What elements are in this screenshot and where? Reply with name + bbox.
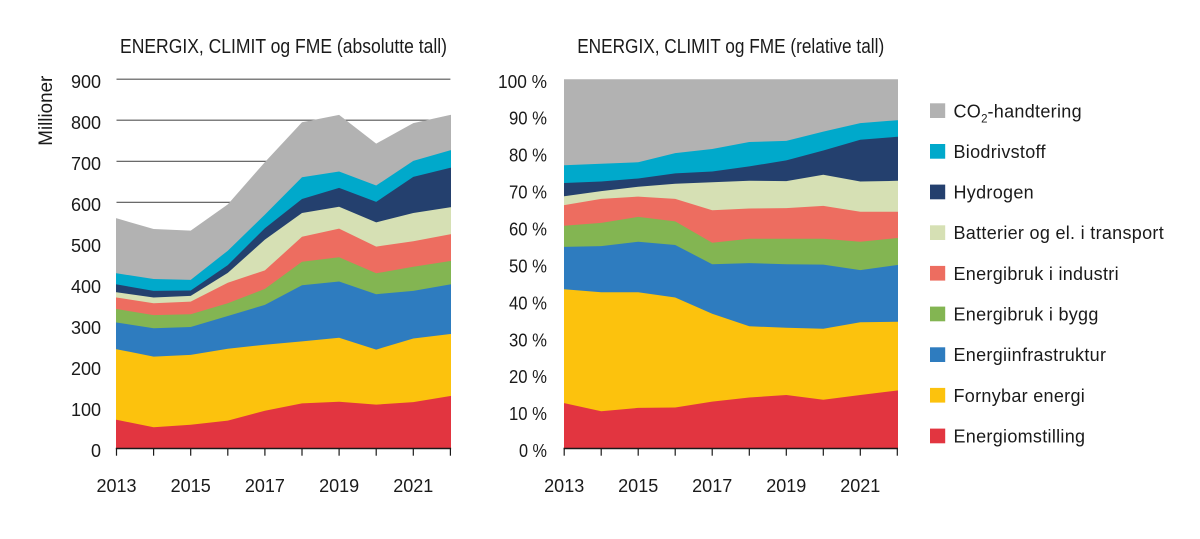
svg-text:600: 600 [71,195,101,215]
svg-text:20 %: 20 % [509,367,547,387]
svg-text:Millioner: Millioner [36,75,57,146]
svg-text:2019: 2019 [319,476,359,496]
svg-text:2015: 2015 [171,476,211,496]
svg-text:2021: 2021 [840,476,880,496]
svg-text:Energibruk i bygg: Energibruk i bygg [954,305,1099,325]
svg-text:70 %: 70 % [509,183,547,203]
svg-text:30 %: 30 % [509,330,547,350]
svg-text:200: 200 [71,359,101,379]
svg-text:90 %: 90 % [509,109,547,129]
svg-text:300: 300 [71,318,101,338]
svg-text:Hydrogen: Hydrogen [954,183,1034,203]
svg-text:900: 900 [71,72,101,92]
svg-text:Batterier og el. i transport: Batterier og el. i transport [954,223,1165,243]
svg-text:2021: 2021 [393,476,433,496]
svg-text:2017: 2017 [245,476,285,496]
svg-text:500: 500 [71,236,101,256]
svg-text:Biodrivstoff: Biodrivstoff [954,142,1047,162]
svg-text:2017: 2017 [692,476,732,496]
svg-text:2013: 2013 [96,476,136,496]
svg-text:2015: 2015 [618,476,658,496]
svg-text:400: 400 [71,277,101,297]
svg-text:Energiomstilling: Energiomstilling [954,427,1086,447]
svg-text:ENERGIX, CLIMIT og FME (relati: ENERGIX, CLIMIT og FME (relative tall) [577,36,884,58]
svg-text:700: 700 [71,154,101,174]
svg-text:Energiinfrastruktur: Energiinfrastruktur [954,345,1107,365]
svg-text:Fornybar energi: Fornybar energi [954,386,1086,406]
svg-text:60 %: 60 % [509,220,547,240]
svg-text:100 %: 100 % [498,72,547,92]
svg-text:100: 100 [71,400,101,420]
svg-text:ENERGIX, CLIMIT og FME (absolu: ENERGIX, CLIMIT og FME (absolutte tall) [120,36,447,58]
svg-text:Energibruk i industri: Energibruk i industri [954,264,1119,284]
svg-text:80 %: 80 % [509,146,547,166]
svg-text:800: 800 [71,113,101,133]
svg-text:0: 0 [91,441,101,461]
svg-text:2013: 2013 [544,476,584,496]
svg-text:0 %: 0 % [519,441,547,461]
svg-text:2019: 2019 [766,476,806,496]
svg-text:10 %: 10 % [509,404,547,424]
svg-text:40 %: 40 % [509,293,547,313]
svg-text:50 %: 50 % [509,257,547,277]
